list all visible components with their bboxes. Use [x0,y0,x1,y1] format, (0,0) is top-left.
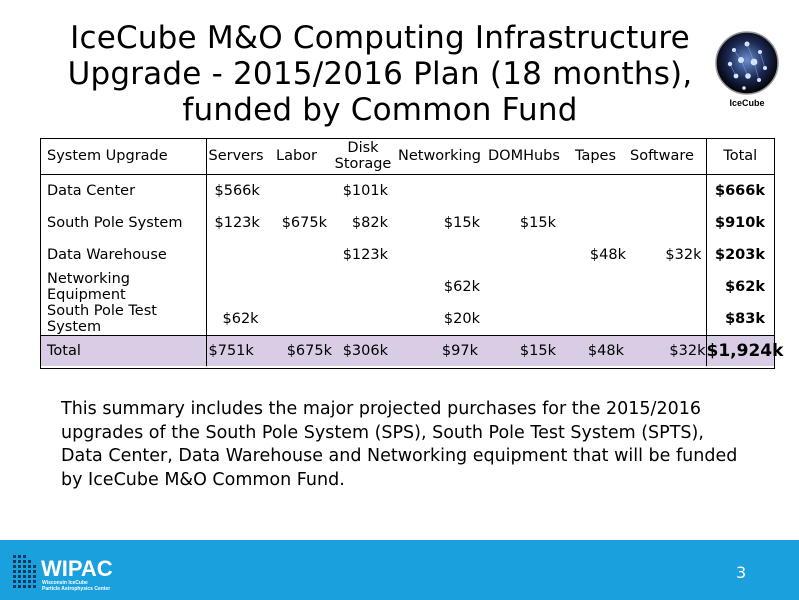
table-cell [270,303,332,336]
table-cell: $48k [589,247,626,263]
row-label: Data Warehouse [40,239,207,271]
table-cell [206,239,270,271]
title-line: IceCube M&O Computing Infrastructure [70,20,690,56]
column-header: System Upgrade [40,138,207,175]
table-cell [570,175,628,208]
table-cell: $48k [570,335,628,366]
row-total: $83k [705,303,774,336]
row-label: Data Center [40,174,207,207]
table-cell: $675k [281,215,327,231]
table-cell [270,239,332,271]
table-cell [484,239,570,271]
table-header-row: System Upgrade Servers Labor Disk Storag… [40,138,774,175]
column-header: Tapes [570,138,628,175]
table-cell: $751k [206,335,270,366]
table-cell [332,303,394,336]
table-cell: $123k [214,215,260,231]
wipac-tagline: Wisconsin IceCube [42,580,88,586]
table-row: Data Center $566k $101k $666k [40,174,774,208]
column-header: Labor [270,138,332,175]
wipac-tagline: Particle Astrophysics Center [42,586,110,592]
table-cell [394,175,484,208]
table-cell: $97k [394,335,484,366]
table-cell [570,207,628,239]
row-label: South Pole System [40,207,207,239]
row-total: $910k [705,207,774,239]
table-cell: $15k [443,215,480,231]
wipac-logo: WIPAC Wisconsin IceCube Particle Astroph… [11,552,141,592]
table-row: South Pole System $123k $675k $82k $15k … [40,207,774,239]
table-total-row: Total $751k $675k $306k $97k $15k $48k $… [40,335,783,366]
table-row: Networking Equipment $62k $62k [40,271,774,303]
column-header: Total [705,138,774,175]
table-cell [484,271,570,303]
table-cell: $62k [443,279,480,295]
table-cell [484,175,570,208]
icecube-logo: IceCube [715,31,779,108]
table-cell [570,271,628,303]
row-total: $203k [705,239,774,271]
row-label: Networking Equipment [47,271,130,303]
table-row: Data Warehouse $123k $48k $32k $203k [40,239,774,271]
column-header: Disk Storage [334,140,392,172]
row-total: $666k [705,174,774,207]
column-header: Servers [206,138,270,175]
table-cell [628,271,706,303]
table-cell [628,175,706,208]
table-cell: $82k [351,215,388,231]
column-header: DOMHubs [484,138,570,175]
table-cell [270,271,332,303]
table-cell: $32k [628,335,706,366]
slide-title: IceCube M&O Computing Infrastructure Upg… [40,20,720,128]
summary-text: This summary includes the major projecte… [61,399,738,490]
table-cell: $101k [342,183,388,199]
table-cell [570,303,628,336]
column-header: Networking [394,138,484,175]
table-cell [628,303,706,336]
row-total: $62k [705,271,774,303]
table-cell [206,271,270,303]
table-row: South Pole Test System $62k $20k $83k [40,303,774,336]
table-cell [332,271,394,303]
grand-total: $1,924k [705,335,783,366]
budget-table: System Upgrade Servers Labor Disk Storag… [40,138,783,366]
table-cell: $32k [665,247,702,263]
table-cell: $20k [443,311,480,327]
table-cell: $566k [214,183,260,199]
row-label: Total [40,335,207,366]
table-cell: $675k [270,335,332,366]
column-header: Software [628,138,706,175]
table-cell [484,303,570,336]
row-label: South Pole Test System [47,303,157,335]
page-number: 3 [736,563,747,582]
table-cell: $123k [342,247,388,263]
title-line: funded by Common Fund [182,92,578,128]
table-cell [394,239,484,271]
table-cell [270,175,332,208]
table-cell [628,207,706,239]
wipac-name: WIPAC [41,556,113,581]
table-cell: $306k [332,335,394,366]
logo-text: IceCube [729,98,764,108]
table-cell: $15k [519,215,556,231]
table-cell: $15k [484,335,570,366]
title-line: Upgrade - 2015/2016 Plan (18 months), [67,56,693,92]
table-cell: $62k [222,311,259,327]
